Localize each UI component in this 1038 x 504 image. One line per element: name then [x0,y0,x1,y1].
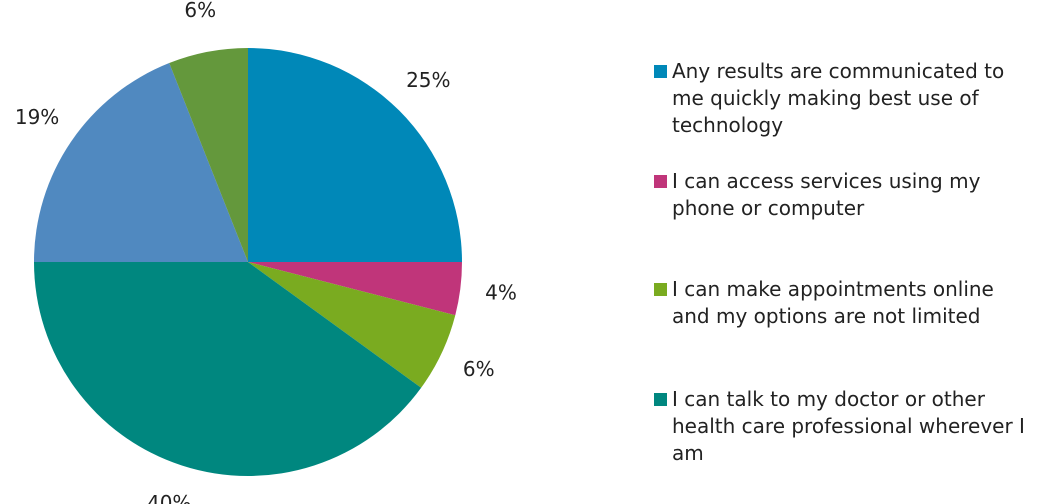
data-label: 19% [15,105,59,129]
pie-slice [248,262,456,388]
pie-slice [248,48,462,262]
legend-swatch [654,393,667,406]
data-label: 6% [463,357,495,381]
pie-slice [248,262,462,316]
data-label: 25% [406,68,450,92]
pie-slice [34,63,248,262]
data-label: 6% [184,0,216,22]
data-label: 40% [147,491,191,504]
legend-label: I can make appointments online and my op… [672,277,994,328]
data-label: 4% [485,280,517,304]
legend-label: I can access services using my phone or … [672,169,981,220]
legend-swatch [654,65,667,78]
legend-swatch [654,175,667,188]
legend-swatch [654,283,667,296]
legend-item: I can make appointments online and my op… [654,276,1034,330]
pie-slice [169,48,248,262]
legend-item: I can access services using my phone or … [654,168,1034,222]
pie-slice [34,262,422,476]
legend-label: Any results are communicated to me quick… [672,59,1005,137]
legend-item: I can talk to my doctor or other health … [654,386,1034,467]
legend-label: I can talk to my doctor or other health … [672,387,1025,465]
legend-item: Any results are communicated to me quick… [654,58,1034,139]
